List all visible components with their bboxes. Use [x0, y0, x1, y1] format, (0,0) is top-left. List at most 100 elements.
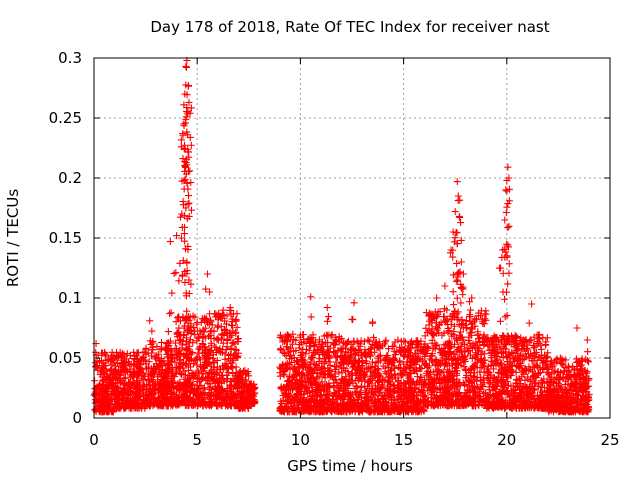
roti-point — [194, 327, 202, 335]
roti-point — [218, 331, 226, 339]
roti-point — [313, 369, 321, 377]
roti-point — [293, 375, 301, 383]
roti-point — [155, 400, 163, 408]
roti-point — [239, 382, 247, 390]
roti-point — [123, 367, 131, 375]
roti-point — [276, 405, 284, 413]
roti-point — [191, 385, 199, 393]
roti-point — [207, 316, 215, 324]
roti-point — [223, 330, 231, 338]
roti-point — [153, 343, 161, 351]
roti-point — [131, 390, 139, 398]
roti-point — [285, 333, 293, 341]
roti-point — [228, 315, 236, 323]
roti-point — [151, 353, 159, 361]
roti-point — [237, 371, 245, 379]
roti-point — [290, 335, 298, 343]
roti-point — [184, 381, 192, 389]
roti-point — [187, 330, 195, 338]
roti-point — [331, 336, 339, 344]
roti-point — [169, 372, 177, 380]
roti-point — [228, 321, 236, 329]
roti-point — [149, 337, 157, 345]
roti-point — [334, 353, 342, 361]
roti-point — [130, 396, 138, 404]
roti-point — [142, 350, 150, 358]
roti-point — [112, 373, 120, 381]
roti-point — [414, 337, 422, 345]
roti-point — [94, 385, 102, 393]
roti-point — [195, 345, 203, 353]
roti-point — [210, 359, 218, 367]
roti-point — [217, 366, 225, 374]
roti-point — [277, 406, 285, 414]
roti-point — [111, 401, 119, 409]
roti-point — [102, 362, 110, 370]
roti-point — [188, 402, 196, 410]
roti-point — [223, 336, 231, 344]
roti-point — [311, 343, 319, 351]
roti-point — [235, 398, 243, 406]
roti-point — [164, 339, 172, 347]
roti-point — [303, 375, 311, 383]
roti-point — [210, 327, 218, 335]
roti-point — [279, 370, 287, 378]
roti-point — [98, 373, 106, 381]
roti-point — [116, 348, 124, 356]
roti-point — [223, 360, 231, 368]
roti-point — [215, 374, 223, 382]
roti-point — [112, 394, 120, 402]
roti-point — [233, 310, 241, 318]
roti-point — [160, 359, 168, 367]
roti-point — [168, 377, 176, 385]
roti-point — [286, 386, 294, 394]
roti-point — [92, 392, 100, 400]
roti-point — [281, 390, 289, 398]
roti-point — [92, 348, 100, 356]
roti-point — [111, 369, 119, 377]
roti-point — [229, 385, 237, 393]
roti-point — [276, 333, 284, 341]
roti-point — [205, 395, 213, 403]
roti-point — [120, 380, 128, 388]
roti-point — [467, 306, 475, 314]
roti-point — [245, 404, 253, 412]
roti-point — [189, 339, 197, 347]
roti-point — [209, 355, 217, 363]
roti-point — [324, 390, 332, 398]
roti-point — [324, 346, 332, 354]
roti-point — [198, 340, 206, 348]
roti-point — [241, 366, 249, 374]
roti-point — [180, 331, 188, 339]
roti-point — [236, 390, 244, 398]
roti-point — [175, 337, 183, 345]
roti-point — [229, 375, 237, 383]
roti-point — [223, 343, 231, 351]
roti-point — [124, 399, 132, 407]
roti-point — [152, 383, 160, 391]
roti-point — [210, 358, 218, 366]
roti-point — [190, 389, 198, 397]
roti-point — [322, 339, 330, 347]
roti-point — [181, 378, 189, 386]
roti-point — [326, 402, 334, 410]
roti-point — [309, 374, 317, 382]
roti-point — [181, 397, 189, 405]
roti-point — [135, 371, 143, 379]
roti-point — [94, 366, 102, 374]
roti-point — [231, 340, 239, 348]
roti-point — [175, 313, 183, 321]
roti-point — [143, 380, 151, 388]
roti-point — [166, 358, 174, 366]
roti-point — [317, 391, 325, 398]
roti-point — [185, 374, 193, 382]
roti-point — [213, 356, 221, 364]
roti-point — [98, 408, 106, 416]
roti-point — [326, 383, 334, 391]
roti-point — [99, 376, 107, 384]
roti-point — [113, 384, 121, 392]
roti-point — [450, 322, 458, 330]
roti-point — [219, 306, 227, 314]
roti-point — [157, 388, 165, 396]
roti-point — [250, 386, 258, 394]
